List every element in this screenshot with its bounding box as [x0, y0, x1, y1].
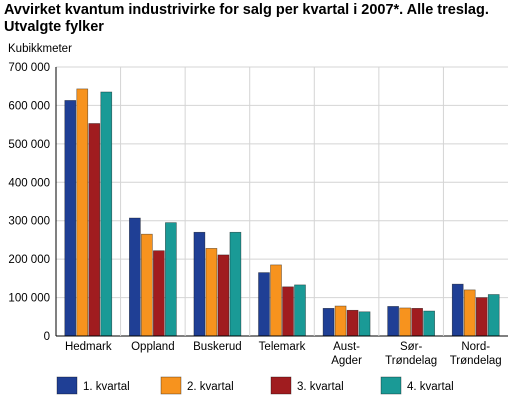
- bar: [294, 284, 306, 337]
- bar: [411, 308, 423, 337]
- y-tick-label: 600 000: [8, 100, 50, 112]
- bar: [282, 286, 294, 337]
- legend-label: 1. kvartal: [83, 381, 130, 393]
- y-tick-label: 100 000: [8, 293, 50, 305]
- x-tick-label: Trøndelag: [450, 355, 502, 367]
- bar: [358, 311, 371, 337]
- x-tick-label: Telemark: [259, 341, 306, 353]
- y-tick-label: 700 000: [8, 62, 50, 74]
- bar: [334, 305, 347, 337]
- bar: [346, 309, 359, 337]
- bar: [193, 231, 206, 337]
- legend-label: 4. kvartal: [407, 381, 454, 393]
- x-axis-tick-labels: Hedmark Oppland Buskerud Telemark Aust- Agder…: [65, 341, 502, 367]
- y-axis-tick-labels: 0 100 000 200 000 300 000 400 000 500 000 600 …: [8, 62, 50, 343]
- bar: [100, 91, 113, 337]
- bar: [463, 289, 476, 337]
- bar: [487, 294, 500, 337]
- legend-swatch: [160, 376, 182, 395]
- y-tick-label: 0: [44, 331, 50, 343]
- x-tick-label: Aust-: [333, 341, 360, 353]
- gridlines: [56, 66, 508, 299]
- legend: 1. kvartal 2. kvartal 3. kvartal 4. kvartal: [56, 376, 454, 395]
- y-tick-label: 500 000: [8, 139, 50, 151]
- chart-title-line-2: Utvalgte fylker: [4, 19, 104, 35]
- bar: [451, 283, 464, 337]
- bar: [423, 310, 435, 337]
- y-tick-label: 400 000: [8, 177, 50, 189]
- x-tick-label: Hedmark: [65, 341, 112, 353]
- axes: [55, 67, 508, 337]
- bar: [258, 272, 270, 337]
- bar: [399, 307, 411, 337]
- bar: [205, 248, 218, 337]
- bar: [64, 100, 77, 337]
- bar: [387, 306, 399, 337]
- bar: [217, 254, 230, 337]
- bar: [322, 308, 335, 337]
- x-tick-label: Agder: [331, 355, 362, 367]
- x-tick-label: Sør-: [400, 341, 423, 353]
- chart-title-line-1: Avvirket kvantum industrivirke for salg …: [4, 2, 489, 18]
- chart-title: Avvirket kvantum industrivirke for salg …: [4, 2, 509, 36]
- y-axis-label: Kubikkmeter: [8, 43, 72, 55]
- legend-swatch: [270, 376, 292, 395]
- legend-label: 3. kvartal: [297, 381, 344, 393]
- bar: [88, 123, 101, 337]
- bar: [153, 250, 165, 337]
- bar: [76, 88, 89, 337]
- bar: [270, 264, 282, 337]
- bar: [141, 233, 153, 337]
- x-tick-label: Oppland: [131, 341, 174, 353]
- bars: [64, 88, 500, 337]
- bar: [165, 222, 177, 337]
- legend-swatch: [56, 376, 78, 395]
- bar: [129, 217, 141, 337]
- x-tick-label: Trøndelag: [385, 355, 437, 367]
- y-tick-label: 300 000: [8, 216, 50, 228]
- x-tick-label: Buskerud: [193, 341, 242, 353]
- y-tick-label: 200 000: [8, 254, 50, 266]
- legend-label: 2. kvartal: [187, 381, 234, 393]
- x-tick-label: Nord-: [461, 341, 490, 353]
- bar: [475, 297, 488, 337]
- legend-swatch: [380, 376, 402, 395]
- bar: [229, 231, 242, 337]
